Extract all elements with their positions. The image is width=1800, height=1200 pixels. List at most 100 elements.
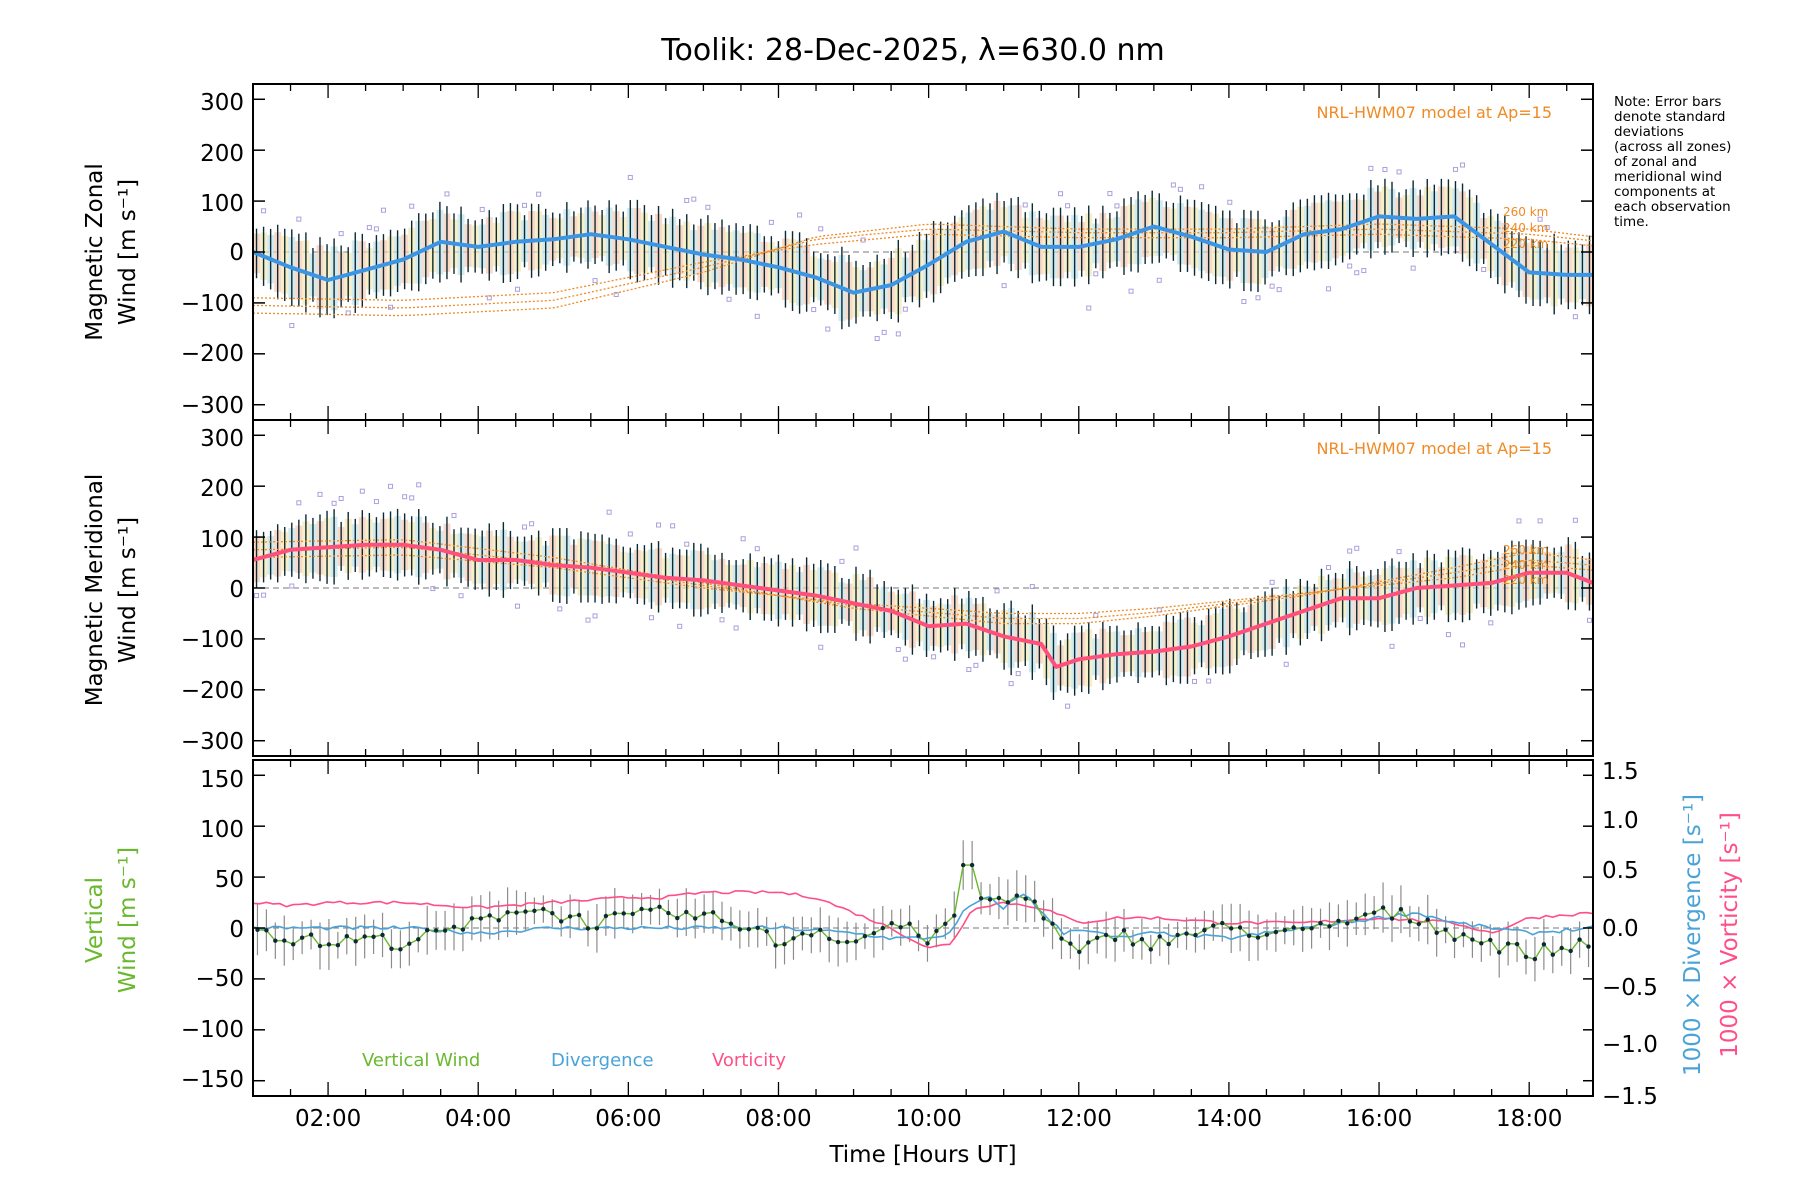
vertical-y-ticklabels: 150 100 50 0 −50 −100 −150: [181, 767, 244, 1093]
vertical-wind-point: [1184, 931, 1189, 936]
meridional-model-label: NRL-HWM07 model at Ap=15: [1316, 439, 1552, 458]
outlier-point: [289, 583, 295, 589]
vertical-wind-point: [1577, 937, 1582, 942]
outlier-point: [1361, 268, 1367, 274]
mean-wind-line: [252, 542, 1594, 669]
outlier-point: [902, 656, 908, 662]
outlier-point: [1192, 678, 1198, 684]
vertical-legend: Vertical Wind Divergence Vorticity: [362, 1050, 786, 1071]
vertical-ylabel-line1: Vertical: [82, 877, 108, 963]
x-axis-label: Time [Hours UT]: [828, 1142, 1016, 1168]
x-tick-label: 02:00: [295, 1106, 361, 1132]
y2-tick-label: 1.5: [1602, 759, 1639, 785]
outlier-point: [331, 500, 337, 506]
outlier-point: [895, 331, 901, 337]
vertical-wind-point: [755, 925, 760, 930]
vertical-wind-point: [1443, 927, 1448, 932]
y-tick-label: 150: [200, 767, 244, 793]
vertical-wind-point: [335, 943, 341, 948]
meridional-wind-panel: NRL-HWM07 model at Ap=15 260 km 240 km 2…: [82, 419, 1594, 757]
vertical-ylabel: Vertical Wind [m s⁻¹]: [82, 847, 141, 993]
outlier-point: [522, 524, 528, 530]
vertical-wind-point: [308, 932, 314, 937]
outlier-point: [1460, 162, 1466, 168]
x-tick-label: 16:00: [1346, 1106, 1412, 1132]
outlier-point: [359, 488, 365, 494]
model-curve: [252, 223, 1594, 317]
outlier-point: [1572, 517, 1578, 523]
outlier-point: [973, 662, 979, 668]
vorticity-axis-label: 1000 × Vorticity [s⁻¹]: [1717, 812, 1743, 1058]
vertical-wind-point: [1014, 893, 1019, 898]
vertical-wind-point: [800, 931, 805, 936]
vertical-wind-point: [987, 897, 993, 902]
y-tick-label: 100: [200, 527, 244, 553]
outlier-point: [254, 593, 260, 599]
outlier-point: [627, 174, 633, 180]
vertical-wind-point: [1398, 907, 1404, 912]
vertical-wind-point: [1229, 926, 1234, 931]
outlier-point: [514, 286, 520, 292]
outlier-point: [1255, 295, 1261, 301]
y-tick-label: −150: [181, 1067, 244, 1093]
outlier-point: [451, 513, 457, 519]
y-tick-label: 0: [229, 917, 244, 943]
vertical-wind-point: [782, 942, 787, 947]
vertical-wind-point: [791, 936, 796, 941]
vertical-wind-point: [1541, 942, 1547, 947]
vertical-wind-point: [898, 925, 903, 930]
vertical-wind-point: [353, 939, 358, 944]
meridional-alt-label-220: 220 km: [1503, 573, 1548, 587]
outlier-point: [1516, 518, 1522, 524]
vertical-wind-point: [996, 895, 1002, 901]
vertical-wind-point: [273, 938, 278, 943]
outlier-point: [691, 196, 697, 202]
outlier-point: [1029, 584, 1035, 590]
vertical-wind-point: [442, 928, 448, 933]
vertical-wind-point: [1291, 925, 1296, 930]
y-tick-label: 0: [229, 577, 244, 603]
vertical-wind-point: [1407, 919, 1413, 924]
vertical-wind-point: [880, 925, 885, 931]
vertical-ylabel-line2: Wind [m s⁻¹]: [115, 847, 141, 993]
outlier-point: [648, 615, 654, 621]
outlier-point: [839, 558, 845, 564]
outlier-point: [1283, 661, 1289, 667]
y-tick-label: 200: [200, 141, 244, 167]
vertical-wind-point: [1050, 921, 1055, 926]
y2-tick-label: 1.0: [1602, 808, 1639, 834]
vertical-wind-point: [693, 916, 698, 921]
vertical-wind-point: [1380, 905, 1386, 910]
vertical-wind-point: [362, 934, 367, 939]
vertical-wind-point: [282, 938, 287, 943]
vertical-wind-point: [1389, 916, 1395, 921]
vertical-wind-point: [827, 936, 832, 942]
vertical-wind-point: [469, 916, 475, 921]
vertical-wind-point: [1103, 932, 1109, 938]
x-axis-ticklabels: 02:00 04:00 06:00 08:00 10:00 12:00 14:00 16:00…: [295, 1106, 1562, 1132]
vertical-wind-point: [925, 941, 930, 946]
outlier-point: [536, 191, 542, 197]
vertical-wind-point: [746, 927, 751, 932]
outlier-point: [585, 617, 591, 623]
note-line: meridional wind: [1614, 169, 1722, 185]
outlier-point: [402, 494, 408, 500]
vertical-wind-point: [978, 896, 984, 901]
vertical-wind-point: [701, 911, 707, 916]
outlier-point: [1001, 283, 1007, 289]
vertical-wind-point: [433, 928, 439, 933]
vertical-wind-point: [1059, 936, 1064, 941]
outlier-point: [966, 667, 972, 673]
outlier-point: [1452, 166, 1458, 172]
note-line: of zonal and: [1614, 154, 1697, 170]
outlier-point: [430, 586, 436, 592]
legend-divergence: Divergence: [551, 1050, 654, 1071]
vertical-panel-frame: [252, 759, 1594, 1097]
zonal-ylabel-line1: Magnetic Zonal: [82, 163, 108, 341]
vertical-wind-point: [818, 927, 823, 932]
zonal-wind-panel: NRL-HWM07 model at Ap=15 260 km 240 km 2…: [82, 83, 1594, 421]
outlier-point: [1347, 548, 1353, 554]
outlier-point: [289, 323, 295, 329]
outlier-point: [373, 226, 379, 232]
